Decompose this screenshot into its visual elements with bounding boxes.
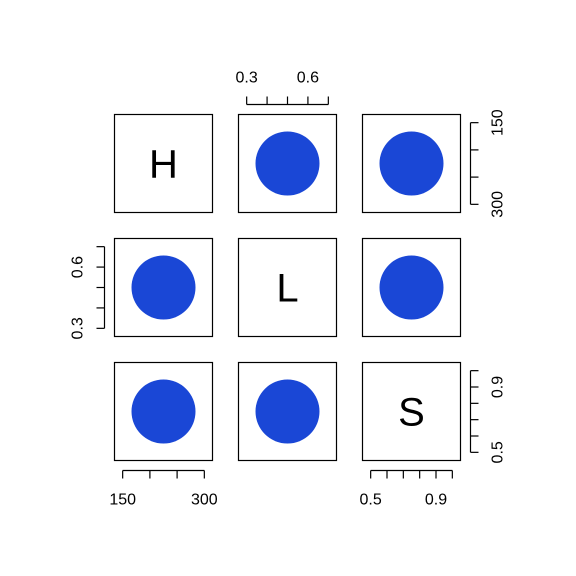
- diagonal-label-h: H: [149, 143, 178, 187]
- panel-h-h: [113, 113, 214, 214]
- data-point-l-vs-s: [379, 255, 444, 320]
- panel-s-s: [361, 361, 462, 462]
- diagonal-label-s: S: [398, 391, 425, 435]
- panel-l-l: [237, 237, 338, 338]
- data-point-l-vs-h: [131, 255, 196, 320]
- tick-label-right-h: 300: [490, 191, 507, 218]
- diagonal-label-l: L: [276, 267, 298, 311]
- tick-label-left-l: 0.3: [70, 317, 87, 339]
- data-point-s-vs-l: [255, 379, 320, 444]
- data-point-s-vs-h: [131, 379, 196, 444]
- tick-label-top-l: 0.3: [236, 70, 258, 87]
- tick-label-right-s: 0.5: [490, 441, 507, 463]
- tick-label-right-s: 0.9: [490, 376, 507, 398]
- tick-label-right-h: 150: [490, 109, 507, 136]
- data-point-h-vs-s: [379, 131, 444, 196]
- tick-label-bottom-h: 300: [191, 492, 218, 509]
- tick-label-left-l: 0.6: [70, 256, 87, 278]
- panel-s-l: [237, 361, 338, 462]
- data-point-h-vs-l: [255, 131, 320, 196]
- tick-label-bottom-h: 150: [109, 492, 136, 509]
- tick-label-bottom-s: 0.9: [425, 492, 447, 509]
- tick-label-top-l: 0.6: [297, 70, 319, 87]
- tick-label-bottom-s: 0.5: [360, 492, 382, 509]
